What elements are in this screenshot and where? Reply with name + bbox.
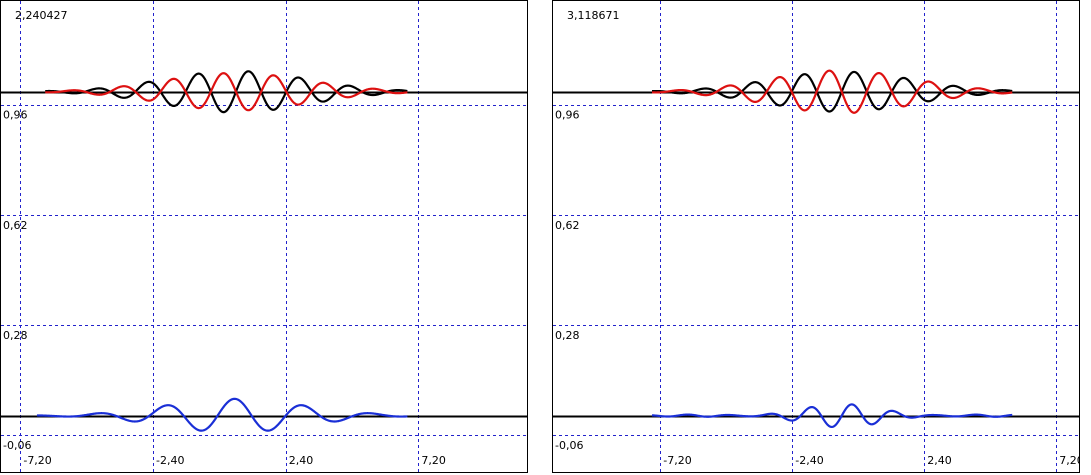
series-black-line xyxy=(44,70,408,114)
x-tick-label: 2,40 xyxy=(289,454,314,467)
y-tick-label: 0,28 xyxy=(3,329,28,342)
y-tick-label: 0,96 xyxy=(555,109,580,122)
y-tick-label: 0,28 xyxy=(555,329,580,342)
series-black-line xyxy=(651,70,1013,113)
x-tick-label: 7,20 xyxy=(421,454,446,467)
chart-panel-right: 0,96 0,62 0,28 -0,06 -7,20 -2,40 2,40 7,20 3,11… xyxy=(552,0,1080,473)
x-tick-label: -2,40 xyxy=(156,454,184,467)
y-tick-label: 0,96 xyxy=(3,109,28,122)
series-red-line xyxy=(44,72,408,112)
y-tick-label: 0,62 xyxy=(555,219,580,232)
y-tick-label: 0,62 xyxy=(3,219,28,232)
x-tick-label: 7,20 xyxy=(1059,454,1080,467)
chart-panel-left: 0,96 0,62 0,28 -0,06 -7,20 -2,40 2,40 7,20 2,24… xyxy=(0,0,528,473)
x-tick-label: -7,20 xyxy=(23,454,51,467)
x-tick-label: 2,40 xyxy=(927,454,952,467)
series-blue-line xyxy=(651,403,1013,429)
chart-svg-right: 0,96 0,62 0,28 -0,06 -7,20 -2,40 2,40 7,20 xyxy=(553,1,1080,472)
series-blue-line xyxy=(36,397,408,432)
x-tick-label: -7,20 xyxy=(663,454,691,467)
y-tick-label: -0,06 xyxy=(3,439,31,452)
series-red-line xyxy=(651,69,1013,114)
value-readout: 2,240427 xyxy=(15,9,68,22)
y-tick-label: -0,06 xyxy=(555,439,583,452)
chart-svg-left: 0,96 0,62 0,28 -0,06 -7,20 -2,40 2,40 7,20 xyxy=(1,1,527,472)
x-tick-label: -2,40 xyxy=(795,454,823,467)
value-readout: 3,118671 xyxy=(567,9,620,22)
